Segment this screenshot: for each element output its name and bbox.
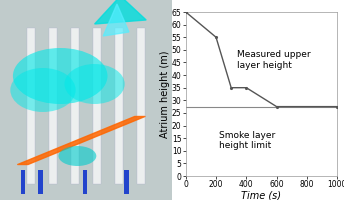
Text: Measured upper
layer height: Measured upper layer height [237,50,311,70]
Polygon shape [95,0,146,24]
Ellipse shape [65,64,125,104]
Ellipse shape [58,146,96,166]
Bar [38,170,43,194]
FancyBboxPatch shape [0,0,172,200]
Bar [93,28,101,184]
Bar [115,28,123,184]
Bar [21,170,25,194]
Bar [83,170,87,194]
Y-axis label: Atrium height (m): Atrium height (m) [160,50,171,138]
Polygon shape [103,4,129,36]
Bar [27,28,35,184]
Bar [124,170,129,194]
Text: Smoke layer
height limit: Smoke layer height limit [219,131,275,150]
Bar [49,28,57,184]
Bar [137,28,145,184]
X-axis label: Time (s): Time (s) [241,191,281,200]
Ellipse shape [13,48,107,104]
Ellipse shape [10,68,76,112]
Bar [71,28,79,184]
